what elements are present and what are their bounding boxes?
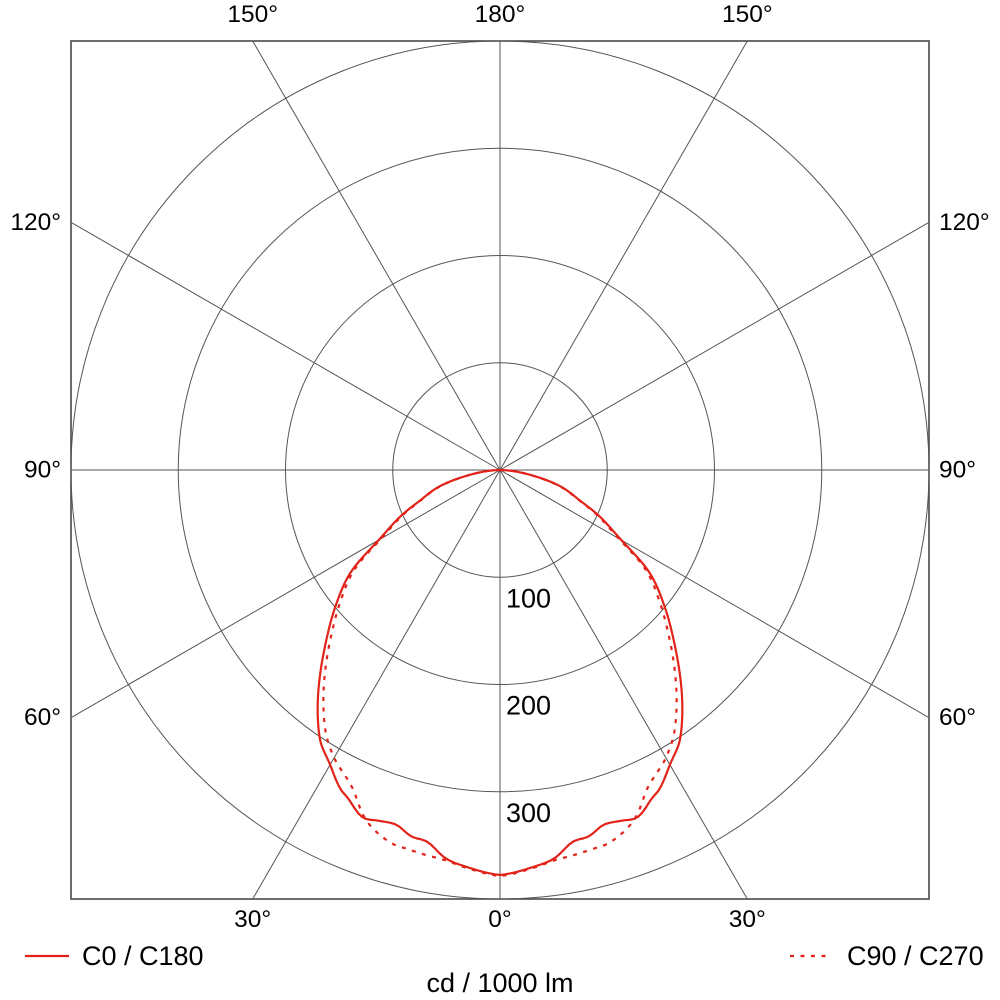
svg-text:0°: 0° (488, 906, 511, 933)
svg-text:90°: 90° (24, 457, 61, 484)
svg-text:C0 / C180: C0 / C180 (82, 941, 204, 971)
svg-text:90°: 90° (939, 457, 976, 484)
svg-text:120°: 120° (939, 209, 990, 236)
svg-text:180°: 180° (475, 1, 526, 28)
svg-text:30°: 30° (729, 906, 766, 933)
svg-text:100: 100 (506, 583, 551, 613)
svg-text:C90 / C270: C90 / C270 (847, 941, 984, 971)
svg-text:cd / 1000 lm: cd / 1000 lm (426, 968, 573, 998)
svg-text:150°: 150° (722, 1, 773, 28)
svg-text:200: 200 (506, 691, 551, 721)
svg-text:60°: 60° (24, 704, 61, 731)
svg-text:30°: 30° (234, 906, 271, 933)
svg-text:120°: 120° (10, 209, 61, 236)
svg-text:300: 300 (506, 798, 551, 828)
svg-text:60°: 60° (939, 704, 976, 731)
svg-text:150°: 150° (227, 1, 278, 28)
